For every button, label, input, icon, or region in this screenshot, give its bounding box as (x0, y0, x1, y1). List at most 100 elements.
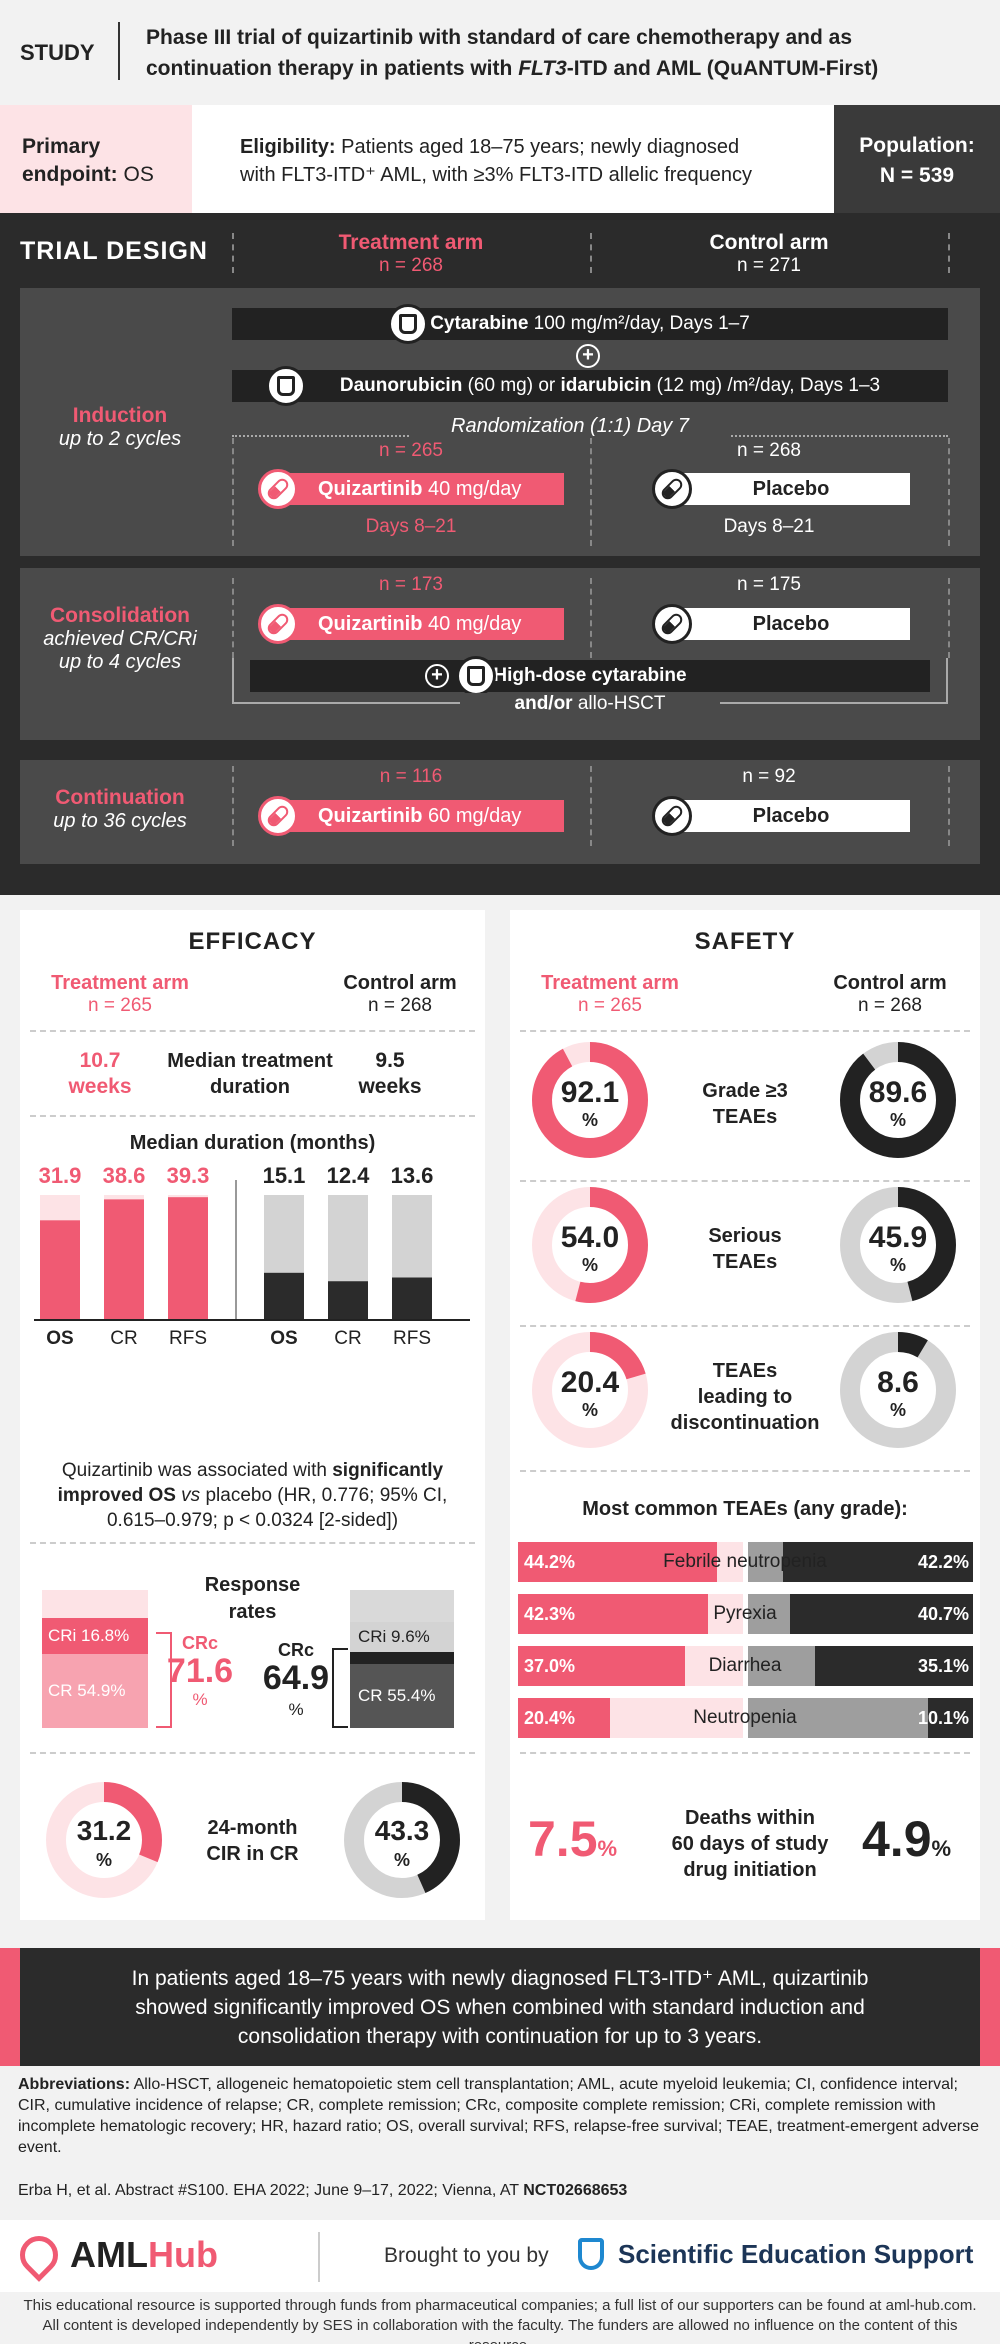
conclusion-line-2: showed significantly improved OS when co… (135, 1996, 865, 2019)
note-part: Quizartinib was associated with (61, 1460, 333, 1481)
placebo-bar: Placebo (672, 800, 910, 832)
divider (590, 578, 592, 658)
randomization-label: Randomization (1:1) Day 7 (410, 415, 730, 438)
divider (948, 233, 950, 273)
treatment-crc-value: 71.6 (166, 1652, 234, 1690)
label-line: TEAEs (712, 1251, 778, 1273)
teae-control-bar (927, 1698, 973, 1738)
drug-dose: 60 mg/day (428, 805, 522, 827)
safety-row-label: TEAEs leading to discontinuation (660, 1358, 830, 1436)
induction-control-n: n = 268 (737, 440, 801, 461)
trial-design-title: TRIAL DESIGN (20, 237, 208, 265)
plus-icon: + (576, 344, 600, 368)
continuation-box: Continuation up to 36 cycles n = 116 n =… (20, 760, 980, 864)
eligibility-line-2: with FLT3-ITD⁺ AML, with ≥3% FLT3-ITD al… (240, 164, 753, 186)
label-line: leading to (697, 1386, 793, 1408)
treatment-arm-n: n = 268 (379, 255, 443, 276)
footer-line-2: All content is developed independently b… (42, 2317, 958, 2344)
note-part: 0.615–0.979; p < 0.0324 [2-sided]) (106, 1510, 399, 1531)
arm-label: Treatment arm (541, 972, 679, 994)
footer-line-1: This educational resource is supported t… (23, 2297, 977, 2314)
bar-value-label: 39.3 (167, 1163, 210, 1188)
teae-name: Diarrhea (708, 1655, 782, 1676)
population-box: Population: N = 539 (834, 105, 1000, 213)
consolidation-label: Consolidation achieved CR/CRi up to 4 cy… (20, 604, 220, 674)
teae-treatment-value: 37.0% (524, 1656, 576, 1676)
safety-panel: SAFETY Treatment arm n = 265 Control arm… (510, 910, 980, 1920)
teae-control-bar (789, 1594, 973, 1634)
divider (520, 1030, 970, 1032)
median-duration-title: Median duration (months) (129, 1132, 376, 1154)
aml-hub-logo[interactable]: AMLHub (70, 2234, 218, 2276)
phase-name: Consolidation (50, 604, 190, 627)
conclusion-line-1: In patients aged 18–75 years with newly … (131, 1967, 869, 1990)
pill-shape (659, 476, 685, 502)
phase-name: Continuation (55, 786, 185, 809)
bracket (156, 1632, 172, 1728)
divider (232, 766, 234, 846)
pill-shape (659, 803, 685, 829)
teae-control-value: 35.1% (917, 1656, 969, 1676)
category-label: CR (110, 1328, 137, 1349)
eligibility-label: Eligibility: (240, 136, 336, 158)
arm-n: n = 268 (368, 995, 432, 1016)
divider (318, 2232, 320, 2282)
iv-bag-shape (399, 314, 417, 334)
nct-link[interactable]: NCT02668653 (523, 2182, 628, 2199)
safety-treatment-header: Treatment arm n = 265 (510, 972, 710, 1017)
deaths-treatment: 7.5% (528, 1810, 617, 1868)
safety-donut-t (532, 1332, 648, 1448)
drug-name: idarubicin (560, 375, 652, 396)
donut-arc (344, 1782, 460, 1898)
percent-sign: % (393, 1850, 410, 1870)
bar-os (264, 1272, 304, 1320)
response-title-1: Response (204, 1574, 301, 1596)
endpoint-value: OS (123, 163, 154, 186)
safety-row-label: Serious TEAEs (660, 1223, 830, 1275)
control-arm-n: n = 271 (737, 255, 801, 276)
conclusion-text: In patients aged 18–75 years with newly … (60, 1964, 940, 2051)
control-divider (350, 1652, 454, 1664)
iv-bag-shape (467, 666, 485, 686)
continuation-control-n: n = 92 (742, 766, 796, 787)
donut-arc (840, 1042, 956, 1158)
ses-logo[interactable]: Scientific Education Support (618, 2239, 974, 2269)
duration-value: 10.7 (79, 1049, 121, 1072)
accent-strip (0, 1948, 20, 2066)
teae-treatment-value: 44.2% (524, 1552, 576, 1572)
iv-bag-icon (266, 366, 306, 406)
treatment-duration: 10.7 weeks (60, 1048, 140, 1100)
note-italic: vs (175, 1485, 206, 1506)
treatment-cri-segment: CRi 16.8% (42, 1618, 148, 1654)
cir-label-2: CIR in CR (206, 1843, 299, 1865)
deaths-control: 4.9% (862, 1810, 951, 1868)
consolidation-box: Consolidation achieved CR/CRi up to 4 cy… (20, 568, 980, 740)
drug-name: Quizartinib (318, 478, 423, 500)
donut-value: 54.0 (560, 1221, 620, 1254)
divider (590, 233, 592, 273)
logo-bar: AMLHub Brought to you by Scientific Educ… (0, 2220, 1000, 2292)
efficacy-panel: EFFICACY Treatment arm n = 265 Control a… (20, 910, 485, 1920)
pill-icon (652, 796, 692, 836)
control-crc-value: 64.9 (262, 1659, 330, 1697)
drug-name: Quizartinib (318, 613, 423, 635)
iv-bag-icon (456, 656, 496, 696)
percent-sign: % (889, 1110, 906, 1130)
control-arm-label: Control arm (709, 231, 829, 254)
percent-sign: % (192, 1690, 208, 1709)
brought-to-you-by: Brought to you by (384, 2244, 549, 2267)
drug-name: Cytarabine (430, 313, 529, 334)
donut-value: 20.4 (560, 1366, 620, 1399)
duration-label: Median treatment duration (150, 1048, 350, 1100)
response-title: Response rates (180, 1572, 325, 1626)
duration-label-2: duration (210, 1076, 290, 1098)
teae-treatment-value: 42.3% (524, 1604, 576, 1624)
control-crc-label: CRc (277, 1640, 314, 1660)
pill-shape (265, 611, 291, 637)
pill-icon (652, 604, 692, 644)
title-part: continuation therapy in patients with (146, 57, 519, 80)
bar-os (40, 1220, 80, 1320)
response-title-2: rates (228, 1601, 277, 1623)
safety-control-header: Control arm n = 268 (790, 972, 990, 1017)
divider (30, 1752, 475, 1754)
